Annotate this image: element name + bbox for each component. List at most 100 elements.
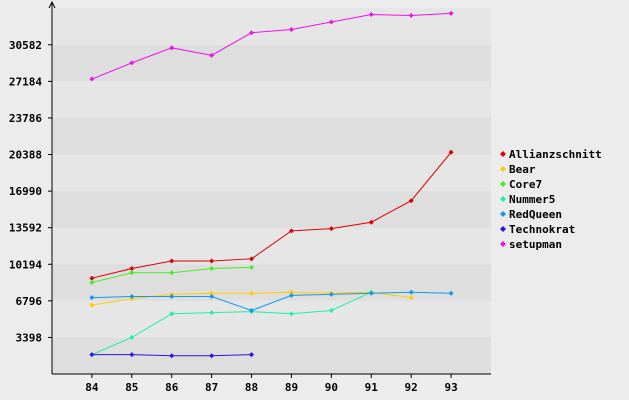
x-tick-label: 91 [365,381,379,394]
y-axis-arrow [48,0,56,9]
data-point [288,27,294,33]
y-tick-label: 10194 [9,258,42,271]
data-point [209,293,215,299]
data-point [249,352,255,358]
data-point [288,292,294,298]
data-point [249,307,255,313]
data-point [249,290,255,296]
legend-marker [500,151,506,157]
data-point [169,353,175,359]
grid-band [52,117,491,155]
data-point [328,307,334,313]
legend-label: Technokrat [509,223,575,236]
data-point [209,310,215,316]
x-tick-label: 88 [245,381,258,394]
data-point [288,311,294,317]
data-point [89,295,95,301]
legend-label: Core7 [509,178,542,191]
data-point [89,352,95,358]
grid-band [52,81,491,118]
x-tick-label: 90 [325,381,338,394]
legend-label: Allianzschnitt [509,148,602,161]
legend-marker [500,226,506,232]
grid-band [52,264,491,301]
data-point [448,149,454,155]
data-point [169,270,175,276]
grid-band [52,337,491,374]
series-redqueen [89,289,454,313]
y-tick-label: 3398 [16,331,43,344]
data-point [89,76,95,82]
data-point [169,45,175,51]
x-tick-label: 92 [405,381,418,394]
data-point [408,289,414,295]
y-tick-label: 13592 [9,222,42,235]
legend-marker [500,211,506,217]
data-point [408,198,414,204]
data-point [368,219,374,225]
data-point [129,270,135,276]
data-point [89,280,95,285]
x-axis-ticks: 84 85 86 87 88 89 90 91 92 93 [85,374,458,394]
legend-marker [500,196,506,202]
x-tick-label: 84 [85,381,99,394]
legend-marker [500,166,506,172]
x-tick-label: 85 [125,381,138,394]
series-technokrat [89,352,255,359]
legend-marker [500,241,506,247]
grid-band [52,8,491,45]
series-allianzschnitt [89,149,454,281]
background-bands [52,8,491,374]
series-line [91,12,452,80]
data-point [288,228,294,234]
data-point [89,302,95,308]
data-point [328,226,334,232]
y-tick-label: 30582 [9,39,42,52]
data-point [368,11,374,17]
series-line [91,291,372,356]
data-point [448,10,454,16]
data-point [448,290,454,296]
grid-band [52,154,491,192]
data-point [249,264,255,270]
data-point [209,52,215,58]
legend-label: Nummer5 [509,193,555,206]
series-group [89,10,454,359]
data-point [328,19,334,25]
data-point [368,290,374,296]
data-point [129,352,135,358]
data-point [129,293,135,299]
data-point [169,311,175,317]
data-point [249,30,255,36]
y-tick-label: 6796 [16,295,43,308]
data-point [288,289,294,295]
data-point [89,275,95,281]
legend-label: setupman [509,238,562,251]
x-tick-label: 87 [205,381,218,394]
grid-band [52,300,491,338]
data-point [209,258,215,264]
x-tick-label: 86 [165,381,179,394]
axes [48,0,491,375]
data-point [328,291,334,297]
data-point [209,266,215,272]
series-setupman [89,10,454,82]
series-line [91,151,452,279]
legend-label: RedQueen [509,208,562,221]
data-point [408,13,414,19]
data-point [129,334,135,340]
data-point [169,293,175,299]
y-tick-label: 16990 [9,185,42,198]
grid-band [52,44,491,82]
grid-band [52,191,491,228]
data-point [249,256,255,262]
grid-band [52,227,491,265]
data-point [129,60,135,66]
data-point [209,353,215,359]
legend: Allianzschnitt Bear Core7 Nummer5 RedQueen Te… [500,148,602,251]
data-point [129,266,135,272]
x-tick-label: 93 [444,381,457,394]
data-point [209,290,215,296]
